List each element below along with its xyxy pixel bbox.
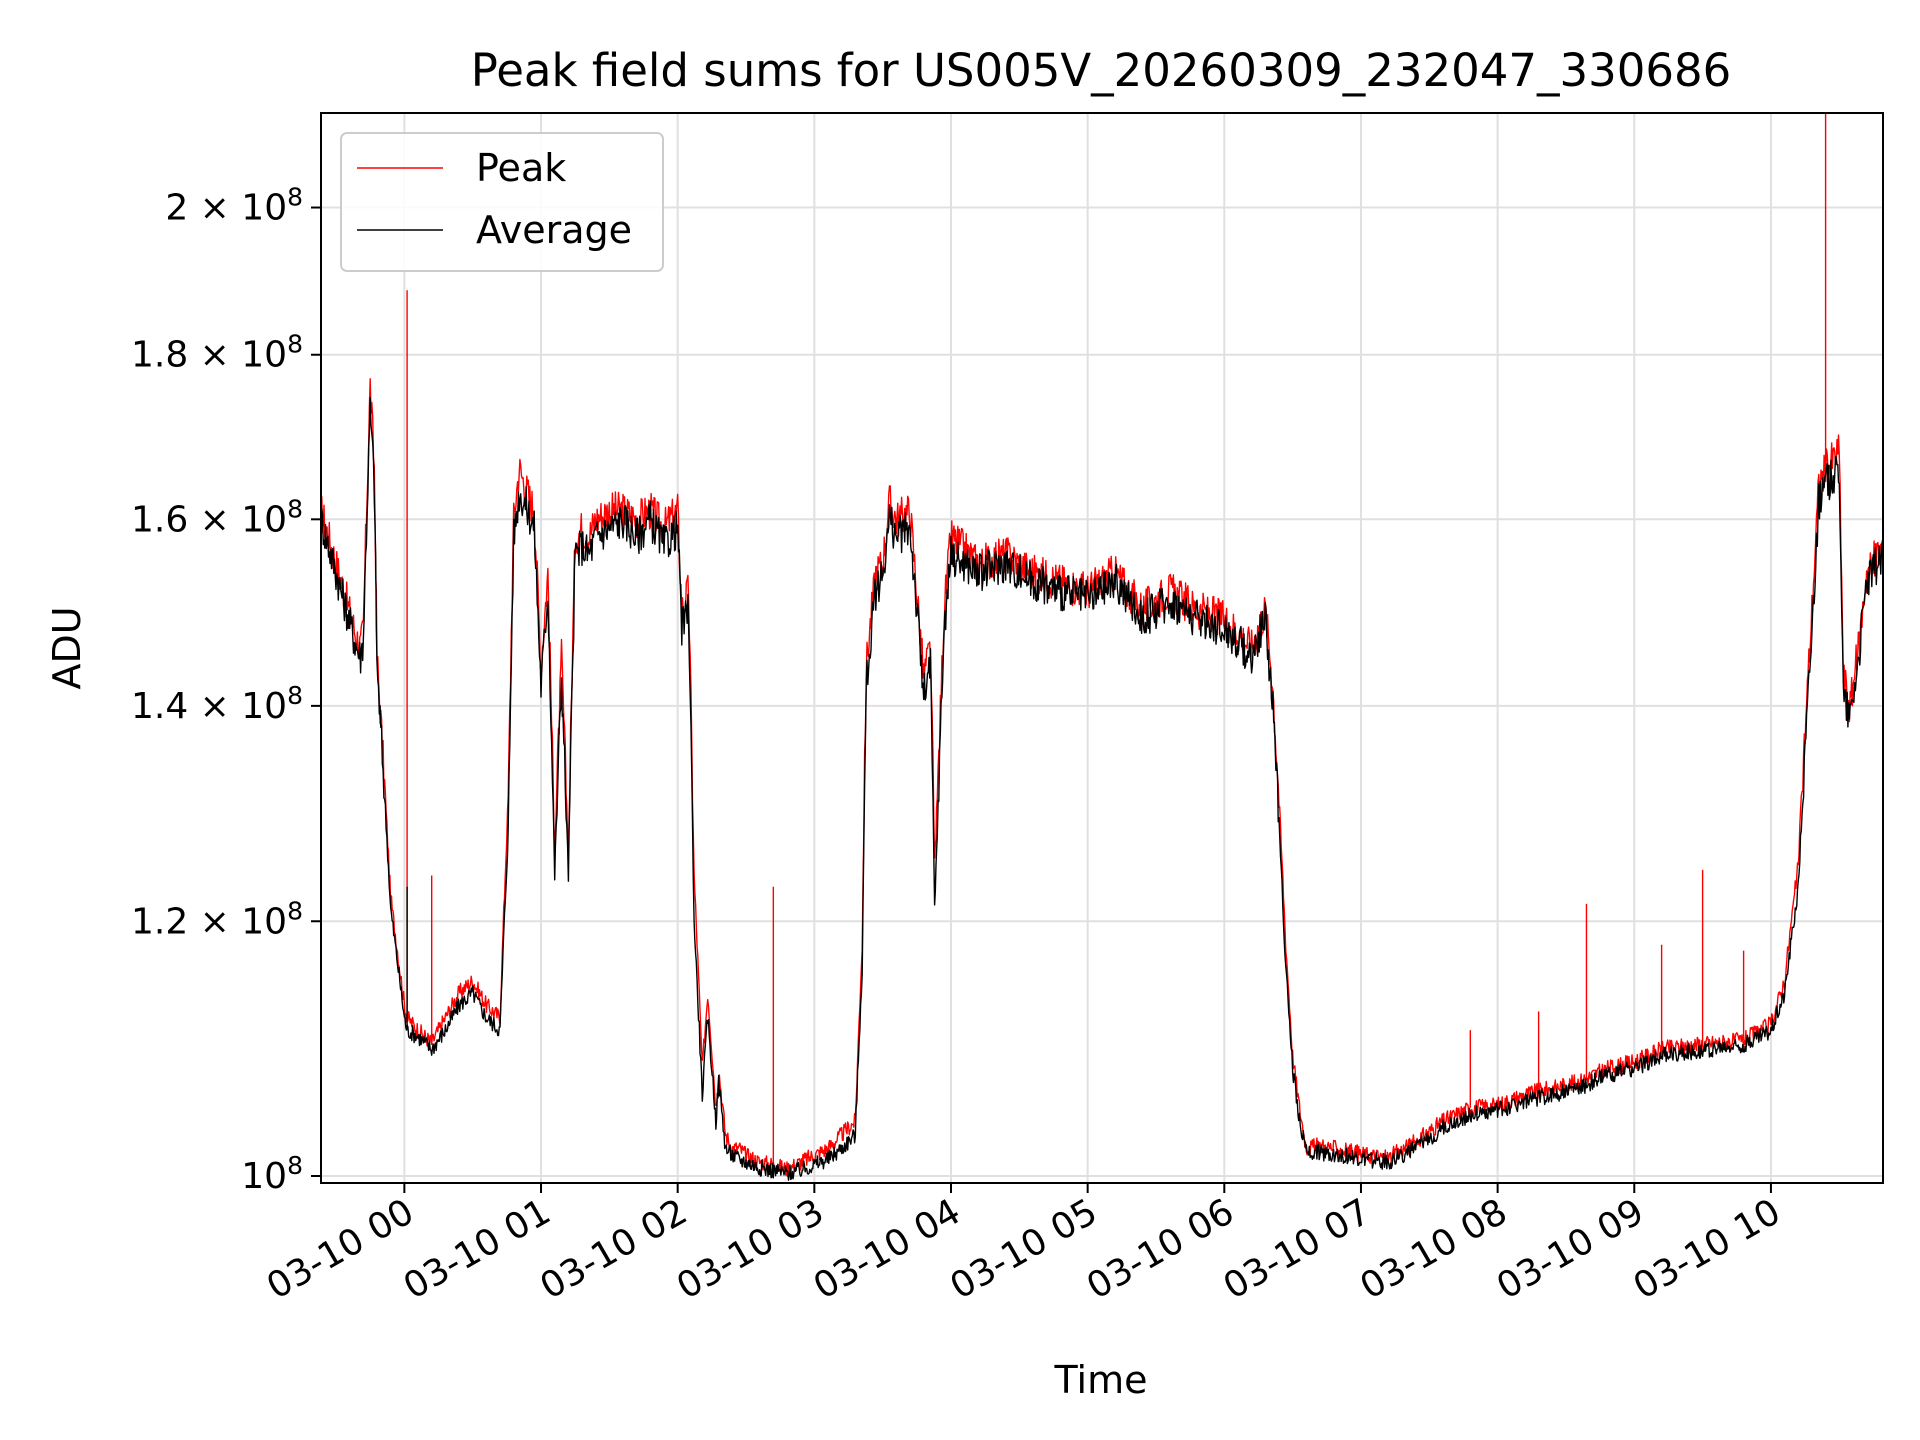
x-axis-label: Time [1054,1358,1148,1402]
series-line-peak [321,378,1883,1178]
y-tick-label: 2 × 108 [165,183,303,229]
plot-frame [320,112,1884,1184]
series-average [321,397,1883,1181]
y-axis-label: ADU [45,606,89,689]
chart-title: Peak field sums for US005V_20260309_2320… [471,44,1732,97]
y-axis: 108 1.2 × 108 1.4 × 108 1.6 × 108 1.8 × 108 2… [131,183,321,1197]
plot-area [321,113,1883,1181]
series-peak [321,113,1883,1178]
y-tick-label: 1.2 × 108 [131,896,303,942]
grid-lines [321,113,1883,1183]
y-tick-label: 1.6 × 108 [131,494,303,540]
legend: Peak Average [340,132,664,272]
y-tick-label: 1.8 × 108 [131,330,303,376]
y-tick-label: 108 [241,1151,303,1197]
y-tick-label: 1.4 × 108 [131,681,303,727]
legend-label-average: Average [476,208,632,252]
series-line-average [321,397,1883,1181]
legend-label-peak: Peak [476,146,566,190]
